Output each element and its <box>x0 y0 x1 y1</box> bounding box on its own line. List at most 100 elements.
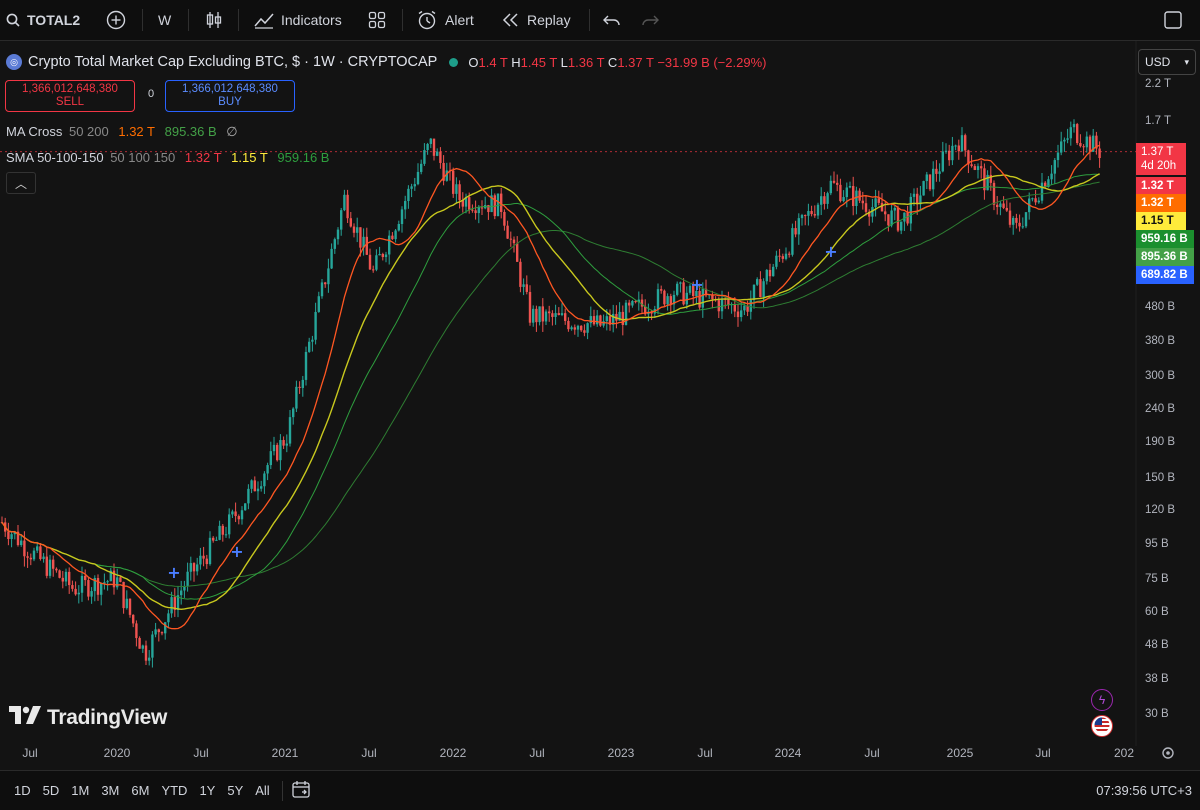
candle-body <box>84 575 87 581</box>
candle-body <box>826 193 829 204</box>
candle-body <box>199 555 202 565</box>
candle-body <box>292 408 295 418</box>
interval-button[interactable]: W <box>158 0 171 40</box>
candle-body <box>807 211 810 216</box>
candle-body <box>480 207 484 209</box>
candle-body <box>768 269 772 277</box>
chevron-up-icon: ︿ <box>14 176 27 191</box>
candle-body <box>816 204 820 216</box>
candle-body <box>106 581 109 583</box>
candle-body <box>903 212 906 222</box>
candle-body <box>567 320 570 330</box>
high-key: H <box>511 54 521 70</box>
alert-button[interactable]: Alert <box>416 0 474 40</box>
price-axis-label: 150 B <box>1145 472 1175 484</box>
compare-button[interactable] <box>106 0 126 40</box>
candle-body <box>55 568 58 571</box>
sma150-line <box>1 173 1100 600</box>
legend-title[interactable]: Crypto Total Market Cap Excluding BTC, $… <box>28 54 438 70</box>
candle-body <box>749 299 752 312</box>
hidden-icon[interactable]: ∅ <box>226 124 238 139</box>
candle-body <box>413 184 416 187</box>
gear-icon <box>1162 747 1174 759</box>
candle-body <box>36 546 39 551</box>
candle-body <box>333 239 336 249</box>
replay-label: Replay <box>527 12 571 28</box>
collapse-legend-button[interactable]: ︿ <box>6 172 36 194</box>
candle-body <box>336 229 340 240</box>
chart-type-button[interactable] <box>205 0 223 40</box>
candle-body <box>16 531 20 546</box>
candle-body <box>119 577 122 582</box>
candle-body <box>490 195 493 213</box>
interval-label: W <box>158 12 172 28</box>
candle-body <box>397 224 400 231</box>
candle-body <box>1085 136 1088 148</box>
candle-body <box>1092 135 1095 152</box>
candle-body <box>429 138 432 144</box>
candle-body <box>672 294 676 305</box>
layouts-button[interactable] <box>368 0 386 40</box>
candle-body <box>282 440 285 446</box>
goto-date-button[interactable] <box>291 779 311 802</box>
candle-body <box>605 316 608 322</box>
candle-body <box>445 170 448 181</box>
candle-body <box>285 443 288 446</box>
range-6m[interactable]: 6M <box>131 783 150 798</box>
candle-body <box>45 556 48 576</box>
candle-body <box>138 638 141 649</box>
candle-body <box>932 168 935 190</box>
ma-cross-marker: + <box>690 275 703 294</box>
currency-select[interactable]: USD ▾ <box>1138 49 1196 75</box>
candle-body <box>39 546 42 560</box>
candle-body <box>890 210 893 226</box>
buy-button[interactable]: 1,366,012,648,380 BUY <box>165 80 295 112</box>
candle-body <box>740 310 743 318</box>
range-3m[interactable]: 3M <box>101 783 120 798</box>
candle-body <box>1072 124 1076 128</box>
chart-pane[interactable]: 2.2 T 1.7 T 480 B 380 B 300 B 240 B 190 B 150 B… <box>0 41 1200 770</box>
range-5y[interactable]: 5Y <box>227 783 244 798</box>
candle-body <box>810 211 813 215</box>
candle-body <box>320 282 324 297</box>
indicator-ma-cross[interactable]: MA Cross 50 200 1.32 T 895.36 B ∅ <box>6 124 244 140</box>
tradingview-logo[interactable]: TradingView <box>9 706 167 730</box>
range-1d[interactable]: 1D <box>14 783 31 798</box>
candle-body <box>263 473 266 487</box>
candle-body <box>272 444 276 452</box>
buy-price: 1,366,012,648,380 <box>182 83 278 95</box>
candle-body <box>503 211 506 226</box>
candle-body <box>384 254 388 258</box>
candle-body <box>295 386 298 409</box>
plus-circle-icon <box>106 10 126 30</box>
indicator-sma[interactable]: SMA 50-100-150 50 100 150 1.32 T 1.15 T … <box>6 150 335 165</box>
redo-icon <box>641 13 659 27</box>
range-ytd[interactable]: YTD <box>161 783 188 798</box>
candle-body <box>692 285 695 297</box>
redo-button[interactable] <box>641 0 659 40</box>
ma-cross-marker: + <box>824 242 837 261</box>
lightning-button[interactable]: ϟ <box>1091 689 1113 711</box>
candle-body <box>52 559 55 569</box>
range-all[interactable]: All <box>255 783 270 798</box>
price-chart[interactable]: 2.2 T 1.7 T 480 B 380 B 300 B 240 B 190 B 150 B… <box>0 41 1200 770</box>
timezone-clock[interactable]: 07:39:56 UTC+3 <box>1096 783 1192 798</box>
candle-body <box>583 330 586 333</box>
last-price-value: 1.37 T <box>1141 146 1174 158</box>
candle-body <box>391 235 394 240</box>
time-axis-label: 2024 <box>775 746 802 760</box>
indicators-button[interactable]: Indicators <box>254 0 342 40</box>
replay-button[interactable]: Replay <box>500 0 571 40</box>
candle-body <box>861 200 864 204</box>
candle-body <box>980 166 983 169</box>
range-1m[interactable]: 1M <box>71 783 90 798</box>
sell-button[interactable]: 1,366,012,648,380 SELL <box>5 80 135 112</box>
range-5d[interactable]: 5D <box>42 783 60 798</box>
range-1y[interactable]: 1Y <box>199 783 216 798</box>
undo-button[interactable] <box>603 0 621 40</box>
flag-button[interactable] <box>1091 715 1113 737</box>
fullscreen-button[interactable] <box>1163 0 1183 40</box>
price-axis-label: 480 B <box>1145 301 1175 313</box>
symbol-search-button[interactable]: TOTAL2 <box>6 0 80 40</box>
candle-body <box>231 511 234 515</box>
